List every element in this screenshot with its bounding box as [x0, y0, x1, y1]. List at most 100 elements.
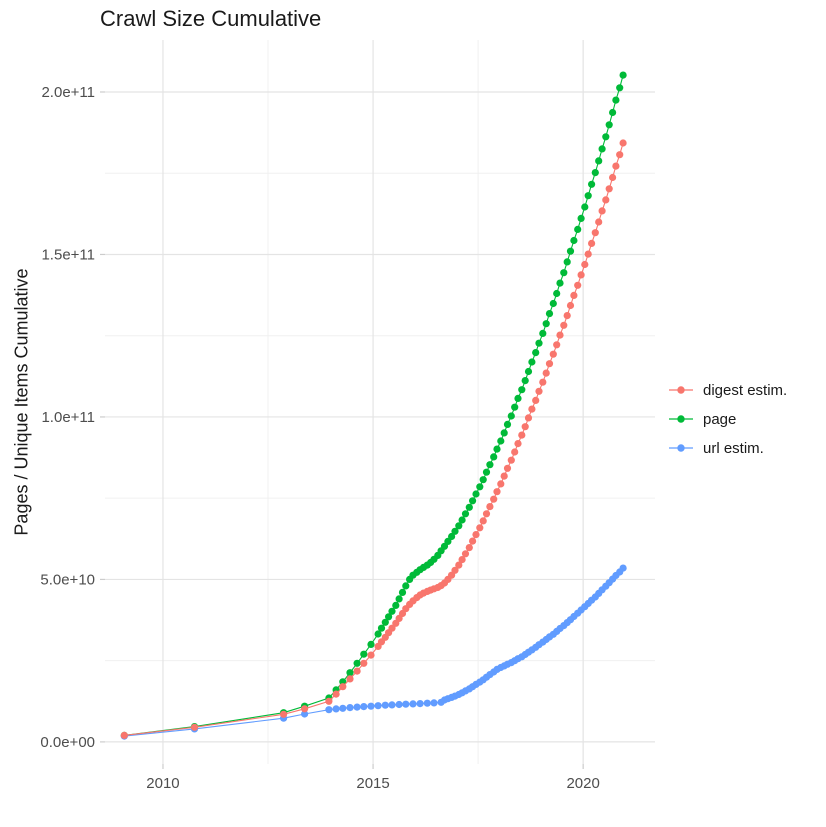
data-point: [609, 108, 617, 117]
data-point: [395, 700, 403, 709]
data-point: [511, 448, 519, 456]
data-point: [518, 431, 526, 439]
data-point: [588, 239, 596, 247]
data-point: [528, 358, 536, 366]
x-tick-label: 2020: [566, 775, 599, 792]
data-point: [539, 378, 547, 386]
data-point: [458, 516, 466, 524]
data-point: [507, 412, 515, 420]
data-point: [451, 566, 459, 574]
data-point: [497, 480, 505, 488]
legend-label-url-estim: url estim.: [703, 439, 764, 457]
data-point: [374, 630, 382, 638]
data-point: [616, 84, 624, 92]
chart-title: Crawl Size Cumulative: [100, 6, 322, 31]
data-point: [518, 386, 526, 394]
data-point: [497, 437, 505, 445]
data-point: [511, 403, 519, 411]
data-point: [584, 192, 592, 200]
data-point: [301, 705, 309, 713]
data-point: [332, 705, 340, 713]
data-point: [325, 697, 333, 705]
data-point: [360, 703, 368, 711]
data-point: [448, 532, 456, 541]
data-point: [402, 700, 410, 708]
data-point: [553, 289, 561, 298]
data-point: [577, 271, 585, 279]
data-point: [524, 414, 533, 422]
data-point: [409, 700, 417, 708]
data-point: [542, 320, 550, 328]
data-point: [461, 550, 470, 558]
data-point: [402, 582, 410, 590]
data-point: [598, 207, 606, 215]
data-point: [430, 699, 438, 707]
data-point: [602, 196, 610, 204]
data-point: [524, 367, 533, 376]
data-point: [482, 510, 491, 518]
data-point: [120, 731, 128, 740]
data-point: [542, 369, 550, 377]
data-point: [545, 360, 554, 368]
data-point: [560, 269, 568, 277]
data-point: [514, 394, 522, 402]
data-point: [423, 699, 431, 707]
data-point: [549, 299, 557, 308]
data-point: [385, 613, 393, 621]
data-point: [619, 564, 627, 572]
data-point: [479, 476, 487, 484]
data-point: [465, 544, 473, 552]
data-point: [619, 139, 627, 147]
data-point: [476, 483, 484, 491]
data-point: [346, 669, 354, 677]
data-point: [346, 704, 354, 712]
data-point: [493, 445, 501, 453]
data-point: [507, 456, 515, 464]
data-point: [521, 377, 529, 385]
data-point: [591, 229, 599, 237]
data-point: [367, 702, 375, 710]
data-point: [381, 618, 389, 626]
data-point: [591, 169, 599, 177]
data-point: [588, 180, 596, 188]
data-point: [353, 703, 361, 711]
data-point: [395, 595, 403, 603]
data-point: [563, 312, 571, 320]
data-point: [469, 497, 477, 505]
data-point: [360, 659, 368, 667]
data-point: [545, 310, 554, 318]
data-point: [535, 339, 543, 347]
y-tick-label: 1.5e+11: [41, 246, 95, 263]
legend-item-digest-estim: digest estim.: [668, 380, 787, 400]
data-point: [388, 607, 396, 615]
data-point: [566, 247, 575, 255]
legend-label-digest-estim: digest estim.: [703, 381, 788, 399]
data-point: [535, 387, 543, 395]
data-point: [503, 420, 512, 428]
data-point: [339, 704, 347, 712]
data-point: [514, 440, 522, 448]
data-point: [482, 468, 491, 476]
data-point: [595, 218, 603, 226]
data-point: [566, 301, 575, 310]
x-tick-label: 2015: [356, 775, 389, 792]
data-point: [574, 225, 582, 233]
data-point: [472, 531, 480, 539]
data-point: [465, 503, 473, 511]
data-point: [556, 279, 564, 287]
data-point: [479, 517, 487, 525]
data-point: [388, 701, 396, 709]
data-point: [553, 341, 561, 349]
data-point: [325, 706, 333, 714]
data-point: [528, 405, 536, 413]
data-point: [458, 556, 466, 564]
series-digest-estim: [120, 139, 627, 740]
data-point: [469, 537, 477, 545]
data-point: [532, 396, 540, 404]
data-point: [574, 281, 582, 289]
data-point: [503, 464, 512, 472]
y-tick-label: 0.0e+00: [40, 734, 95, 751]
data-point: [602, 133, 610, 141]
data-point: [490, 453, 498, 461]
data-point: [612, 96, 620, 104]
